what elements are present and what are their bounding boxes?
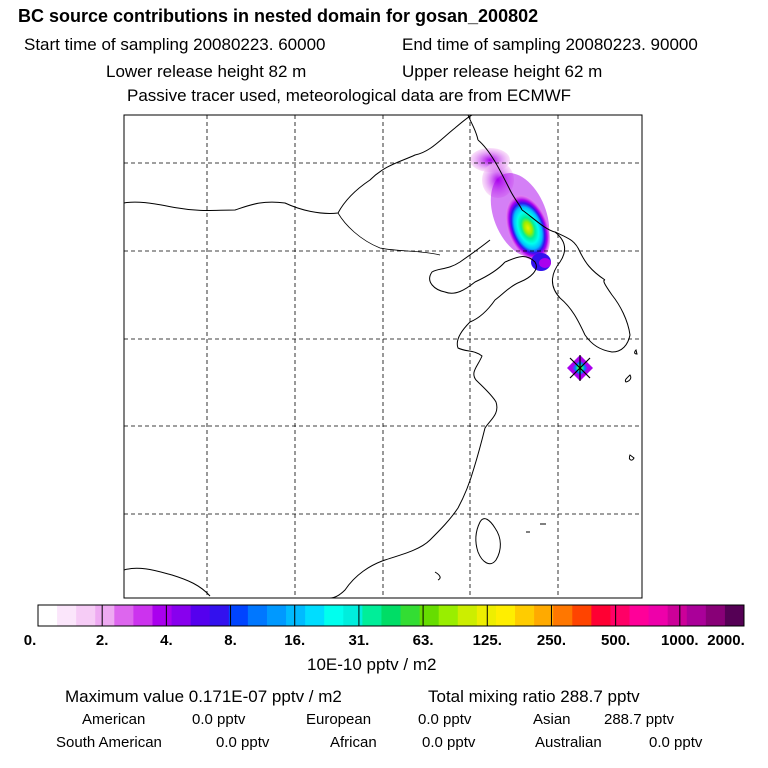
colorbar-swatch — [57, 605, 77, 626]
colorbar-swatch — [305, 605, 325, 626]
colorbar-swatch — [190, 605, 211, 626]
colorbar-swatch — [648, 605, 669, 626]
tracer-note: Passive tracer used, meteorological data… — [127, 86, 572, 105]
colorbar-swatch — [324, 605, 344, 626]
colorbar-swatch — [591, 605, 611, 626]
source-value-south-american: 0.0 pptv — [216, 734, 270, 751]
colorbar-swatch — [76, 605, 96, 626]
colorbar-swatch — [286, 605, 306, 626]
source-label-australian: Australian — [535, 734, 602, 751]
colorbar-tick-label: 0. — [23, 632, 37, 649]
colorbar-frame — [37, 604, 745, 627]
colorbar-tick-label: 2. — [95, 632, 109, 649]
colorbar-tick-label: 4. — [160, 632, 173, 649]
colorbar-swatch — [610, 605, 631, 626]
source-label-south-american: South American — [56, 734, 162, 751]
colorbar-swatch — [209, 605, 230, 626]
colorbar-swatch — [572, 605, 592, 626]
colorbar-swatch — [457, 605, 478, 626]
colorbar-swatch — [152, 605, 173, 626]
colorbar — [37, 604, 745, 627]
source-label-american: American — [82, 711, 146, 728]
colorbar-tick-label: 63. — [412, 632, 434, 649]
colorbar-swatch — [553, 605, 573, 626]
colorbar-swatch — [495, 605, 516, 626]
colorbar-swatch — [534, 605, 554, 626]
coastlines — [124, 115, 638, 598]
colorbar-tick-label: 125. — [472, 632, 502, 649]
plume-northeast — [470, 148, 551, 271]
colorbar-swatch — [114, 605, 134, 626]
source-value-african: 0.0 pptv — [422, 734, 476, 751]
source-value-asian: 288.7 pptv — [604, 711, 675, 728]
maximum-value: Maximum value 0.171E-07 pptv / m2 — [65, 687, 342, 706]
lower-release-label: Lower release height 82 m — [106, 62, 307, 81]
colorbar-tick-label: 500. — [601, 632, 631, 649]
colorbar-tick-label: 1000. — [661, 632, 699, 649]
colorbar-swatch — [438, 605, 459, 626]
upper-release-label: Upper release height 62 m — [402, 62, 603, 81]
source-label-asian: Asian — [533, 711, 571, 728]
colorbar-swatch — [686, 605, 707, 626]
colorbar-tick-label: 2000. — [707, 632, 745, 649]
colorbar-swatch — [476, 605, 497, 626]
source-value-australian: 0.0 pptv — [649, 734, 703, 751]
source-value-american: 0.0 pptv — [192, 711, 246, 728]
colorbar-swatch — [228, 605, 249, 626]
colorbar-swatch — [343, 605, 363, 626]
colorbar-swatch — [667, 605, 688, 626]
source-value-european: 0.0 pptv — [418, 711, 472, 728]
colorbar-swatch — [629, 605, 650, 626]
colorbar-swatch — [381, 605, 402, 626]
colorbar-swatch — [515, 605, 535, 626]
colorbar-swatch — [419, 605, 440, 626]
colorbar-swatch — [362, 605, 382, 626]
total-mixing-ratio: Total mixing ratio 288.7 pptv — [428, 687, 640, 706]
colorbar-swatch — [705, 605, 726, 626]
colorbar-tick-label: 16. — [284, 632, 306, 649]
colorbar-unit: 10E-10 pptv / m2 — [307, 655, 437, 674]
chart-title: BC source contributions in nested domain… — [18, 6, 539, 26]
colorbar-swatch — [38, 605, 58, 626]
colorbar-swatch — [171, 605, 192, 626]
colorbar-swatch — [266, 605, 287, 626]
colorbar-swatch — [133, 605, 153, 626]
colorbar-swatch — [247, 605, 268, 626]
source-label-european: European — [306, 711, 372, 728]
borders — [337, 212, 441, 256]
receptor-gosan — [567, 355, 593, 381]
graticule — [124, 115, 642, 598]
colorbar-swatch — [724, 605, 745, 626]
map-frame — [123, 114, 643, 599]
start-time-label: Start time of sampling 20080223. 60000 — [24, 35, 326, 54]
colorbar-tick-label: 250. — [536, 632, 567, 649]
end-time-label: End time of sampling 20080223. 90000 — [402, 35, 698, 54]
colorbar-tick-label: 8. — [224, 632, 237, 649]
colorbar-tick-label: 31. — [348, 632, 370, 649]
colorbar-swatch — [95, 605, 115, 626]
source-label-african: African — [330, 734, 377, 751]
colorbar-swatch — [400, 605, 421, 626]
